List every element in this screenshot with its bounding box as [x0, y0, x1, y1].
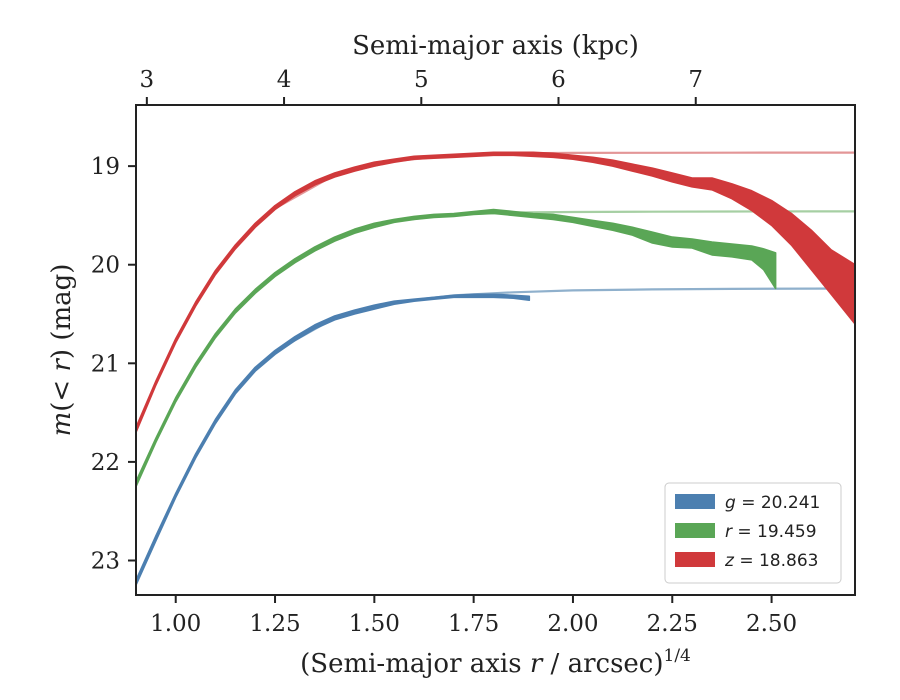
x-tick-label: 1.50: [349, 611, 400, 637]
x-title-var: r: [530, 649, 544, 679]
x2-tick-label: 3: [140, 67, 155, 93]
x-title-exponent: 1/4: [664, 646, 691, 666]
legend-swatch-z: [675, 552, 715, 567]
x-tick-label: 1.25: [249, 611, 300, 637]
legend-swatch-r: [675, 523, 715, 538]
y-title-close: ) (mag): [47, 264, 77, 360]
left-axis-title: m(< r) (mag): [47, 264, 77, 437]
y-title-open: (<: [47, 372, 77, 412]
x-tick-label: 2.00: [547, 611, 598, 637]
legend-label-g: g = 20.241: [725, 493, 820, 513]
plot-frame: [135, 104, 856, 596]
bottom-axis-title: (Semi-major axis r / arcsec)1/4: [300, 646, 691, 679]
y-title-var: r: [47, 358, 77, 372]
x2-tick-label: 4: [277, 67, 292, 93]
x-tick-label: 2.25: [647, 611, 698, 637]
x2-tick-label: 6: [551, 67, 566, 93]
x2-tick-label: 7: [688, 67, 703, 93]
y-title-m: m: [47, 412, 77, 437]
x-tick-label: 1.75: [448, 611, 499, 637]
x-tick-label: 2.50: [746, 611, 797, 637]
legend-label-r: r = 19.459: [725, 522, 817, 542]
ticks-layer: 1.00 1.25 1.50 1.75 2.00 2.25 2.50 3 4 5 6 7 19 20 21 2…: [91, 67, 797, 637]
y-tick-label: 21: [91, 351, 120, 377]
y-tick-label: 19: [91, 154, 120, 180]
x-title-prefix: (Semi-major axis: [300, 649, 530, 679]
model-curve-g: [274, 287, 855, 353]
band-z: [136, 151, 855, 434]
y-tick-label: 20: [91, 253, 120, 279]
top-axis-title: Semi-major axis (kpc): [352, 31, 639, 61]
series-layer: [136, 151, 855, 586]
x-title-suffix: / arcsec): [542, 649, 663, 679]
y-tick-label: 22: [91, 450, 120, 476]
x2-tick-label: 5: [414, 67, 429, 93]
legend: g = 20.241 r = 19.459 z = 18.863: [664, 482, 842, 584]
x-tick-label: 1.00: [150, 611, 201, 637]
legend-swatch-g: [675, 494, 715, 509]
y-tick-label: 23: [91, 548, 120, 574]
band-g: [136, 293, 531, 586]
legend-label-z: z = 18.863: [724, 551, 818, 571]
band-r: [136, 208, 777, 488]
